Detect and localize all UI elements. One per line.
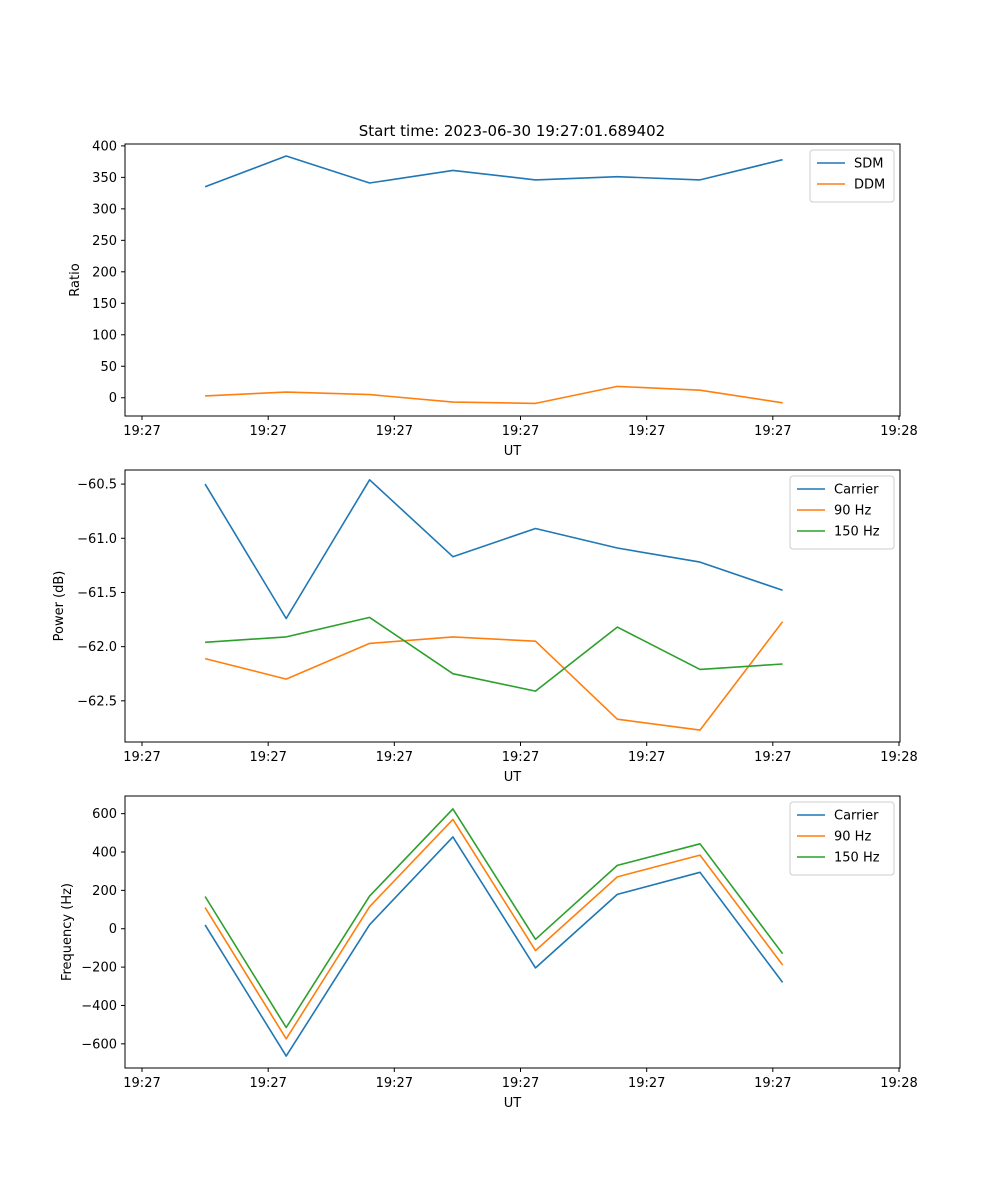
x-tick-label: 19:28 — [880, 750, 917, 765]
x-tick-label: 19:28 — [880, 1076, 917, 1091]
legend-label: Carrier — [834, 483, 879, 498]
y-tick-label: −62.0 — [77, 640, 117, 655]
y-tick-label: 400 — [92, 846, 117, 861]
x-tick-label: 19:27 — [502, 1076, 539, 1091]
y-tick-label: −200 — [81, 961, 117, 976]
legend-label: 150 Hz — [834, 525, 880, 540]
x-tick-label: 19:27 — [502, 750, 539, 765]
y-axis-label: Power (dB) — [52, 571, 67, 642]
x-tick-label: 19:27 — [502, 424, 539, 439]
series-line-150-hz — [204, 808, 784, 1029]
y-tick-label: −60.5 — [77, 478, 117, 493]
series-line-150-hz — [205, 616, 783, 692]
x-tick-label: 19:27 — [754, 424, 791, 439]
x-tick-label: 19:27 — [754, 750, 791, 765]
y-tick-label: 350 — [92, 171, 117, 186]
y-tick-label: 600 — [92, 807, 117, 822]
legend-label: 150 Hz — [834, 851, 880, 866]
ratio-panel: 19:27 19:27 19:27 19:27 19:27 19:27 19:28 UT 0 50… — [68, 139, 918, 459]
axes-frame — [124, 143, 901, 417]
series-line-90-hz — [204, 818, 784, 1040]
y-tick-label: 200 — [92, 265, 117, 280]
y-tick-label: −600 — [81, 1037, 117, 1052]
series-line-90-hz — [204, 621, 784, 731]
legend: SDM DDM — [809, 149, 895, 203]
x-tick-label: 19:27 — [628, 750, 665, 765]
y-tick-label: −61.0 — [77, 532, 117, 547]
y-tick-label: 250 — [92, 234, 117, 249]
legend: Carrier 90 Hz 150 Hz — [789, 801, 895, 876]
x-tick-label: 19:27 — [376, 750, 413, 765]
y-axis-label: Ratio — [68, 263, 83, 296]
y-tick-label: −62.5 — [77, 694, 117, 709]
frequency-panel: 19:27 19:27 19:27 19:27 19:27 19:27 19:28 UT −60… — [60, 795, 918, 1111]
power-panel: 19:27 19:27 19:27 19:27 19:27 19:27 19:28 UT −62… — [52, 469, 918, 785]
axes-frame — [124, 795, 901, 1069]
axes-frame — [124, 469, 901, 743]
x-axis-label: UT — [504, 1096, 522, 1111]
x-tick-label: 19:27 — [249, 750, 286, 765]
y-tick-label: 0 — [109, 391, 117, 406]
x-axis-label: UT — [504, 770, 522, 785]
x-tick-label: 19:27 — [249, 424, 286, 439]
legend-label: DDM — [854, 178, 885, 193]
y-tick-label: 200 — [92, 884, 117, 899]
series-line-carrier — [204, 478, 783, 620]
series-line-sdm — [204, 155, 783, 188]
y-tick-label: −61.5 — [77, 586, 117, 601]
x-tick-label: 19:27 — [376, 1076, 413, 1091]
x-tick-label: 19:27 — [123, 424, 160, 439]
y-tick-label: 300 — [92, 202, 117, 217]
legend-label: 90 Hz — [834, 830, 871, 845]
figure-title: Start time: 2023-06-30 19:27:01.689402 — [359, 122, 665, 140]
y-tick-label: 400 — [92, 139, 117, 154]
y-axis-label: Frequency (Hz) — [60, 883, 75, 981]
x-tick-label: 19:27 — [754, 1076, 791, 1091]
x-tick-label: 19:27 — [628, 424, 665, 439]
x-axis-label: UT — [504, 444, 522, 459]
x-tick-label: 19:27 — [249, 1076, 286, 1091]
legend-label: 90 Hz — [834, 504, 871, 519]
y-tick-label: 150 — [92, 297, 117, 312]
y-tick-label: 100 — [92, 328, 117, 343]
legend-label: Carrier — [834, 809, 879, 824]
y-tick-label: −400 — [81, 999, 117, 1014]
x-tick-label: 19:27 — [628, 1076, 665, 1091]
legend-label: SDM — [854, 157, 883, 172]
x-tick-label: 19:27 — [123, 1076, 160, 1091]
x-tick-label: 19:27 — [376, 424, 413, 439]
legend: Carrier 90 Hz 150 Hz — [789, 475, 895, 550]
series-line-ddm — [205, 385, 783, 405]
x-tick-label: 19:27 — [123, 750, 160, 765]
y-tick-label: 0 — [109, 922, 117, 937]
x-tick-label: 19:28 — [880, 424, 917, 439]
y-tick-label: 50 — [100, 360, 117, 375]
series-line-carrier — [204, 836, 784, 1057]
